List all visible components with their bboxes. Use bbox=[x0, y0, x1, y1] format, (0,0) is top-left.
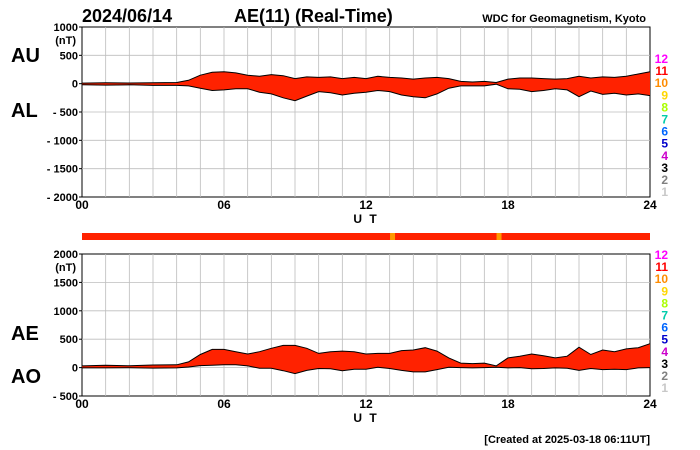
x-tick-label: 06 bbox=[217, 397, 231, 411]
legend-item: 11 bbox=[655, 64, 668, 78]
legend-item: 12 bbox=[655, 52, 669, 66]
legend-item: 12 bbox=[655, 248, 669, 262]
legend-item: 3 bbox=[661, 357, 668, 371]
legend-item: 5 bbox=[661, 333, 668, 347]
unit-label: (nT) bbox=[55, 35, 76, 47]
area-fill-au-al bbox=[82, 71, 650, 101]
legend-item: 3 bbox=[661, 161, 668, 175]
unit-label: (nT) bbox=[55, 262, 76, 274]
legend-item: 7 bbox=[661, 113, 668, 127]
legend-item: 11 bbox=[655, 260, 668, 274]
legend-item: 6 bbox=[661, 125, 668, 139]
side-label-ae: AE bbox=[11, 323, 39, 345]
legend-item: 2 bbox=[661, 369, 668, 383]
x-tick-label: 24 bbox=[643, 397, 657, 411]
legend-item: 1 bbox=[661, 381, 668, 395]
created-timestamp: [Created at 2025-03-18 06:11UT] bbox=[484, 434, 650, 446]
legend-item: 9 bbox=[661, 88, 668, 102]
series-line-ao bbox=[82, 364, 651, 375]
side-label-al: AL bbox=[11, 100, 38, 122]
legend-item: 1 bbox=[661, 185, 668, 199]
series-line-al bbox=[81, 83, 651, 102]
x-tick-label: 12 bbox=[359, 198, 373, 212]
status-bar-accent bbox=[390, 233, 396, 240]
area-fill-ae-ao bbox=[82, 343, 650, 374]
x-tick-label: 12 bbox=[359, 397, 373, 411]
y-tick-label: 500 bbox=[60, 334, 78, 346]
y-tick-label: 0 bbox=[72, 79, 78, 91]
x-tick-label: 18 bbox=[501, 198, 515, 212]
legend-item: 10 bbox=[655, 272, 669, 286]
y-tick-label: - 1500 bbox=[47, 164, 78, 176]
y-tick-label: - 500 bbox=[53, 107, 78, 119]
x-axis-label: U T bbox=[353, 212, 378, 226]
x-tick-label: 18 bbox=[501, 397, 515, 411]
x-tick-label: 00 bbox=[75, 397, 89, 411]
x-tick-label: 24 bbox=[643, 198, 657, 212]
series-line-au bbox=[81, 71, 651, 84]
y-tick-label: - 2000 bbox=[47, 192, 78, 204]
x-axis-label: U T bbox=[353, 411, 378, 425]
station-status-bar bbox=[82, 233, 650, 240]
x-tick-label: 00 bbox=[75, 198, 89, 212]
series-line-ae bbox=[81, 343, 651, 367]
panel-top: 1000 500 0 - 500 - 1000 - 1500 - 2000 (nT) 00 06 1… bbox=[11, 22, 668, 226]
y-tick-label: 0 bbox=[72, 363, 78, 375]
chart-title: AE(11) (Real-Time) bbox=[234, 6, 393, 26]
date-title: 2024/06/14 bbox=[82, 6, 172, 26]
y-tick-label: 500 bbox=[60, 50, 78, 62]
legend-item: 4 bbox=[661, 149, 668, 163]
legend-item: 7 bbox=[661, 309, 668, 323]
legend-item: 6 bbox=[661, 321, 668, 335]
side-label-ao: AO bbox=[11, 366, 41, 388]
legend-item: 9 bbox=[661, 284, 668, 298]
y-tick-label: 1500 bbox=[54, 277, 78, 289]
status-bar-fill bbox=[82, 233, 650, 240]
x-tick-label: 06 bbox=[217, 198, 231, 212]
source-label: WDC for Geomagnetism, Kyoto bbox=[482, 13, 646, 25]
y-tick-label: 1000 bbox=[54, 306, 78, 318]
legend-item: 4 bbox=[661, 345, 668, 359]
side-label-au: AU bbox=[11, 45, 40, 67]
legend-item: 5 bbox=[661, 137, 668, 151]
legend-item: 10 bbox=[655, 76, 669, 90]
y-tick-label: 1000 bbox=[54, 22, 78, 34]
y-tick-label: 2000 bbox=[54, 249, 78, 261]
legend-item: 8 bbox=[661, 296, 668, 310]
y-tick-label: - 1000 bbox=[47, 135, 78, 147]
legend-item: 2 bbox=[661, 173, 668, 187]
legend-item: 8 bbox=[661, 100, 668, 114]
status-bar-accent bbox=[496, 233, 502, 240]
y-tick-label: - 500 bbox=[53, 391, 78, 403]
